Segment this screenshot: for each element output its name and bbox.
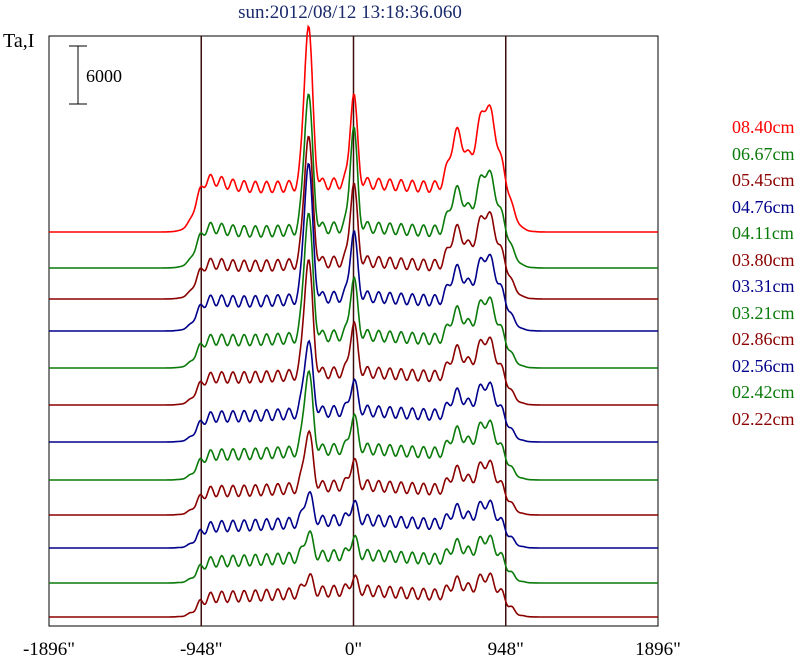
- legend-item: 02.86cm: [732, 329, 795, 349]
- legend-item: 02.56cm: [732, 355, 795, 376]
- series-line-03.31cm: [49, 339, 658, 443]
- x-tick-label: 948": [488, 639, 524, 660]
- chart-title: sun:2012/08/12 13:18:36.060: [238, 2, 462, 23]
- legend-item: 03.21cm: [732, 302, 795, 323]
- series-line-02.56cm: [49, 490, 658, 549]
- x-tick-label: -1896": [23, 639, 75, 660]
- legend-item: 04.76cm: [732, 196, 795, 217]
- x-tick-label: 1896": [635, 639, 681, 660]
- series-line-02.22cm: [49, 572, 658, 618]
- scale-bar: 6000: [69, 45, 122, 105]
- y-axis-label: Ta,I: [3, 30, 35, 52]
- legend-item: 05.45cm: [732, 170, 795, 190]
- scale-bar-label: 6000: [86, 66, 122, 86]
- legend-item: 03.31cm: [732, 276, 795, 296]
- x-tick-label: -948": [180, 639, 223, 660]
- legend-item: 02.42cm: [732, 382, 795, 402]
- x-tick-label: 0": [345, 639, 362, 660]
- series-line-08.40cm: [49, 24, 658, 233]
- legend-item: 03.80cm: [732, 249, 795, 270]
- legend-item: 08.40cm: [732, 117, 795, 137]
- series-line-02.42cm: [49, 529, 658, 584]
- series-line-02.86cm: [49, 429, 658, 516]
- series-line-04.76cm: [49, 162, 658, 332]
- legend-item: 04.11cm: [732, 223, 794, 243]
- series-line-03.21cm: [49, 369, 658, 481]
- legend-item: 02.22cm: [732, 408, 795, 429]
- series-line-05.45cm: [49, 135, 658, 300]
- series-line-03.80cm: [49, 259, 658, 406]
- series-line-06.67cm: [49, 93, 658, 269]
- series-line-04.11cm: [49, 212, 658, 369]
- legend-item: 06.67cm: [732, 143, 795, 164]
